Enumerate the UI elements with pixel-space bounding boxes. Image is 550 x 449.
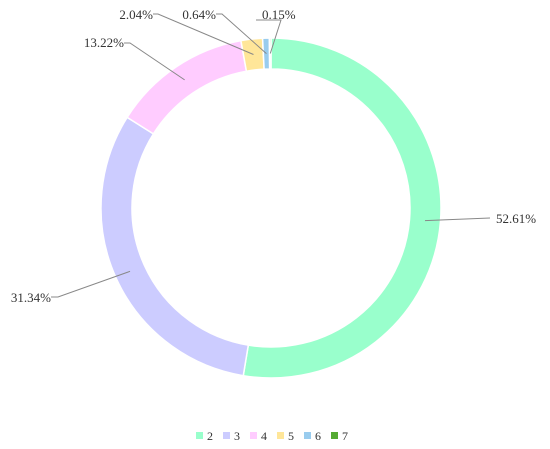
leader-line-6 [216,13,267,54]
legend-label-2: 2 [207,429,213,443]
leader-line-5 [153,13,254,55]
slice-3 [100,116,250,377]
data-label-2: 52.61% [496,211,536,226]
leader-line-4 [124,42,185,81]
data-label-6: 0.64% [182,7,216,22]
legend: 2 3 4 5 6 7 [196,429,348,443]
data-label-4: 13.22% [84,35,124,50]
data-labels: 52.61% 31.34% 13.22% 2.04% 0.64% 0.15% [11,7,536,305]
data-label-5: 2.04% [119,7,153,22]
leader-line-2 [424,217,491,222]
legend-label-5: 5 [288,429,294,443]
leader-lines [51,13,491,298]
legend-item-5[interactable]: 5 [277,429,294,443]
legend-swatch-5 [277,432,284,439]
legend-label-6: 6 [315,429,321,443]
legend-swatch-4 [250,432,257,439]
leader-line-3 [51,270,131,298]
legend-swatch-6 [304,432,311,439]
data-label-3: 31.34% [11,290,51,305]
data-label-7: 0.15% [262,7,296,22]
legend-item-7[interactable]: 7 [331,429,348,443]
legend-item-4[interactable]: 4 [250,429,267,443]
legend-label-7: 7 [342,429,348,443]
legend-label-4: 4 [261,429,267,443]
leader-line-7 [256,19,282,54]
legend-swatch-2 [196,432,203,439]
slice-2 [242,37,442,379]
slice-7 [268,37,272,70]
donut-slices [100,37,442,379]
legend-label-3: 3 [234,429,240,443]
legend-swatch-7 [331,432,338,439]
legend-swatch-3 [223,432,230,439]
legend-item-3[interactable]: 3 [223,429,240,443]
legend-item-6[interactable]: 6 [304,429,321,443]
slice-4 [126,39,248,135]
legend-item-2[interactable]: 2 [196,429,213,443]
